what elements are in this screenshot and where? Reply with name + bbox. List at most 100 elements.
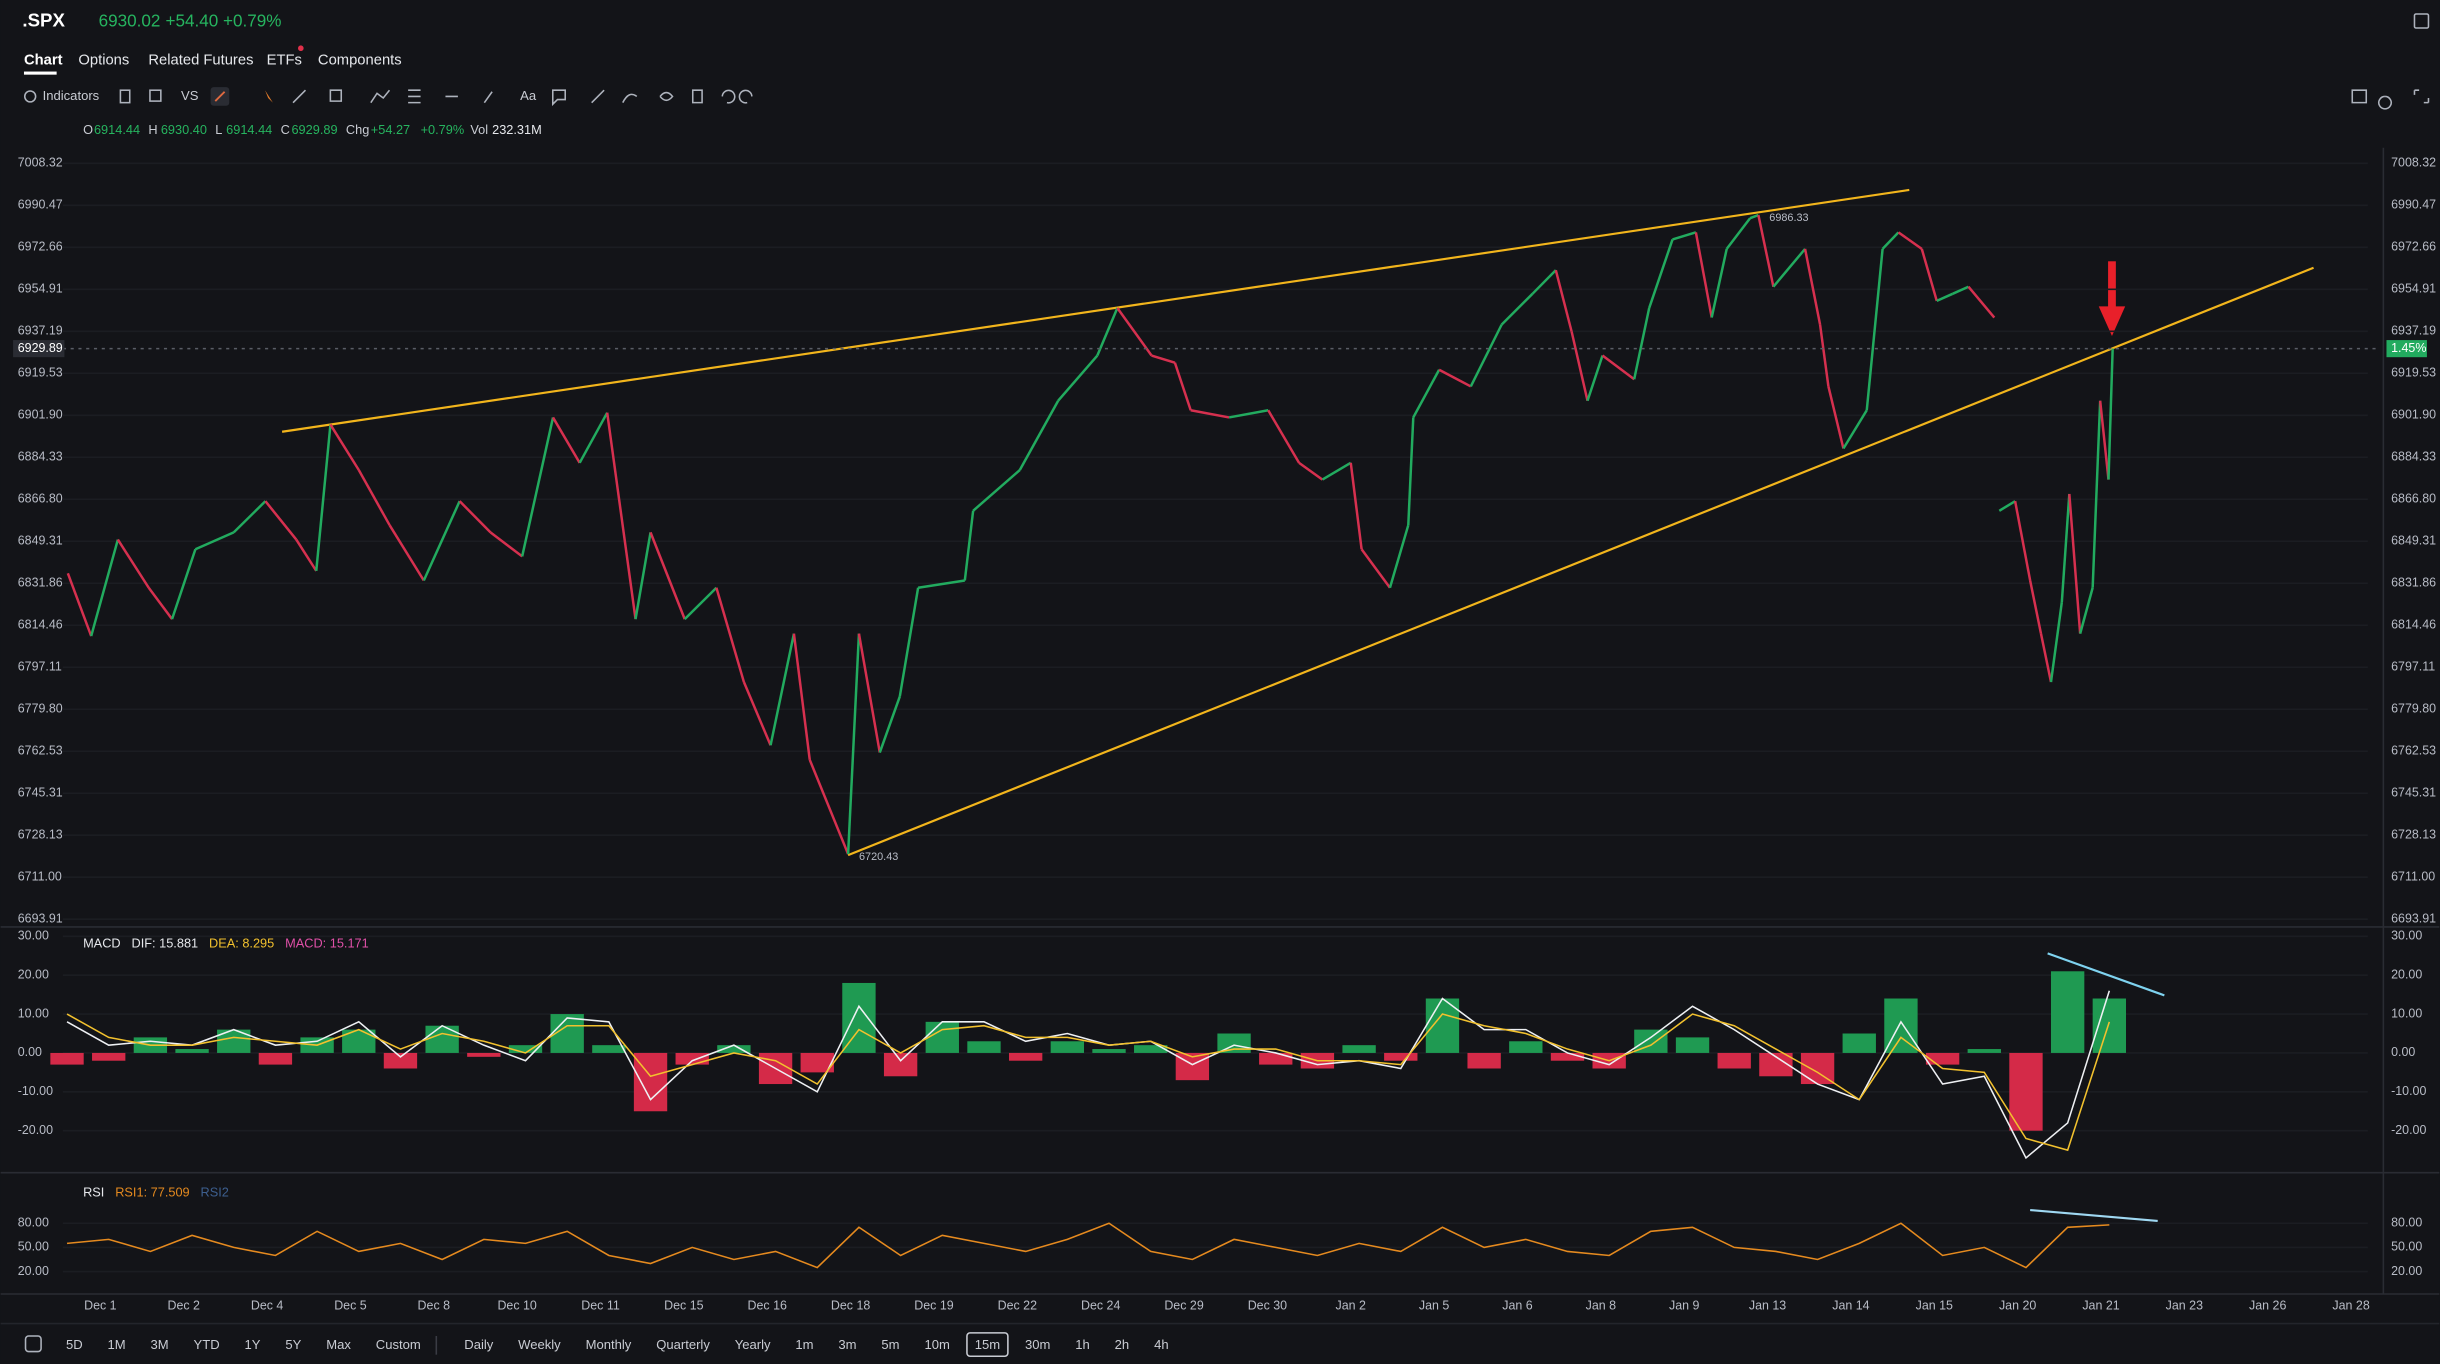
trend-line (2030, 1208, 2158, 1223)
price-segment (1438, 368, 1472, 388)
price-segment (194, 531, 235, 551)
point-label: 6720.43 (859, 851, 898, 863)
price-segment (1772, 248, 1807, 288)
price-segment (1757, 214, 1775, 287)
macd-bar (1634, 1029, 1668, 1053)
tab[interactable]: ETFs (267, 53, 302, 69)
symbol: .SPX (22, 10, 65, 31)
footer-button[interactable]: Daily (464, 1337, 493, 1352)
x-tick-label: Jan 23 (2166, 1299, 2203, 1313)
footer-button[interactable]: 1h (1075, 1337, 1090, 1352)
footer-button[interactable]: Quarterly (656, 1337, 710, 1352)
toolbar-icons[interactable] (292, 89, 753, 107)
price-segment (1632, 307, 1651, 380)
macd-line (66, 990, 2111, 1160)
x-tick-label: Dec 16 (748, 1299, 787, 1313)
footer-button[interactable]: 2h (1115, 1337, 1130, 1352)
footer-button[interactable]: 1m (795, 1337, 813, 1352)
footer-button[interactable]: 30m (1025, 1337, 1051, 1352)
price-segment (1842, 409, 1868, 450)
indicators-button[interactable]: Indicators (43, 88, 100, 103)
tab[interactable]: Options (78, 53, 129, 69)
y-tick-label-right: 10.00 (2391, 1006, 2422, 1020)
footer-button[interactable]: 5D (66, 1337, 83, 1352)
tab[interactable]: Related Futures (148, 53, 253, 69)
x-tick-label: Jan 2 (1336, 1299, 1367, 1313)
footer-button[interactable]: 5m (881, 1337, 899, 1352)
price-segment (857, 633, 882, 753)
macd-bar (258, 1052, 293, 1065)
footer-button[interactable]: 1Y (245, 1337, 261, 1352)
trend-line (2047, 952, 2165, 997)
y-tick-label: 6728.13 (18, 827, 63, 841)
footer-button[interactable]: Yearly (735, 1337, 771, 1352)
tab[interactable]: Components (318, 53, 402, 69)
x-tick-label: Dec 2 (167, 1299, 200, 1313)
price-segment (1920, 248, 1938, 302)
x-tick-label: Jan 5 (1419, 1299, 1450, 1313)
x-tick-label: Dec 15 (664, 1299, 703, 1313)
price-segment (634, 532, 652, 620)
footer-button[interactable]: Monthly (586, 1337, 632, 1352)
macd-bar (50, 1052, 84, 1065)
footer-button[interactable]: 15m (975, 1337, 1001, 1352)
tab-underline (23, 71, 57, 75)
x-tick-label: Jan 14 (1832, 1299, 1869, 1313)
price-segment (1469, 324, 1503, 387)
text-tool[interactable]: Aa (520, 88, 537, 103)
y-tick-label-right: 6814.46 (2391, 618, 2436, 632)
y-tick-label: 80.00 (18, 1216, 49, 1230)
x-tick-label: Dec 24 (1081, 1299, 1120, 1313)
y-tick-label: 6762.53 (18, 744, 63, 758)
price-segment (1827, 386, 1845, 449)
macd-bar (92, 1052, 126, 1061)
calendar-icon[interactable] (24, 1335, 42, 1353)
price-segment (1531, 269, 1557, 295)
window-icon[interactable] (2413, 13, 2430, 29)
compare-button[interactable]: VS (181, 88, 199, 103)
price-segment (1360, 548, 1391, 589)
footer-button[interactable]: 1M (108, 1337, 126, 1352)
y-tick-label: -10.00 (18, 1084, 53, 1098)
macd-bar (217, 1029, 251, 1053)
footer-button[interactable]: 5Y (285, 1337, 301, 1352)
y-tick-label: 6814.46 (18, 618, 63, 632)
y-tick-label: 10.00 (18, 1006, 49, 1020)
x-tick-label: Jan 8 (1586, 1299, 1617, 1313)
x-tick-label: Dec 18 (831, 1299, 870, 1313)
price-segment (846, 633, 861, 855)
y-tick-label-right: 20.00 (2391, 967, 2422, 981)
legend-entry: DIF: 15.881 (132, 935, 199, 950)
tool-icon[interactable] (119, 89, 131, 104)
y-tick-label: 6831.86 (18, 576, 63, 590)
x-tick-label: Dec 8 (418, 1299, 451, 1313)
price-segment (520, 417, 555, 557)
y-tick-label-right: 0.00 (2391, 1045, 2415, 1059)
price-segment (1710, 248, 1728, 318)
top-right-icons[interactable] (2351, 89, 2430, 110)
price-segment (2013, 500, 2032, 581)
price-segment (972, 469, 1021, 512)
y-tick-label: 6711.00 (18, 869, 62, 883)
y-tick-label: 6884.33 (18, 450, 63, 464)
footer-button[interactable]: Weekly (518, 1337, 561, 1352)
footer-button[interactable]: 3M (151, 1337, 169, 1352)
macd-bar (1550, 1052, 1585, 1061)
footer-button[interactable]: 4h (1154, 1337, 1169, 1352)
tool-icon[interactable] (149, 89, 162, 102)
ohlc-label: Vol (470, 122, 488, 137)
tab[interactable]: Chart (24, 53, 63, 69)
price-segment (792, 633, 811, 760)
footer-button[interactable]: 3m (838, 1337, 856, 1352)
macd-bar (1842, 1033, 1876, 1053)
y-tick-label: 20.00 (18, 1264, 49, 1278)
footer-button[interactable]: Custom (376, 1337, 421, 1352)
ohlc-value: +0.79% (421, 122, 465, 137)
x-tick-label: Dec 29 (1164, 1299, 1203, 1313)
legend-entry: DEA: 8.295 (209, 935, 274, 950)
price-segment (1725, 217, 1752, 250)
footer-button[interactable]: Max (326, 1337, 351, 1352)
footer-button[interactable]: YTD (194, 1337, 220, 1352)
footer-button[interactable]: 10m (924, 1337, 950, 1352)
